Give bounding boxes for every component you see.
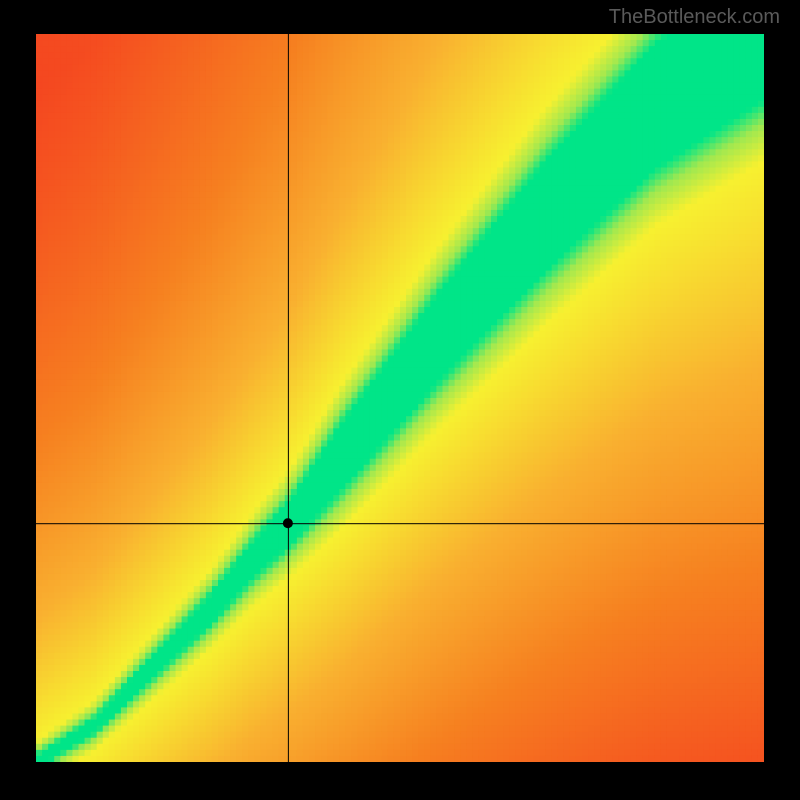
watermark-text: TheBottleneck.com bbox=[609, 6, 780, 29]
chart-container: TheBottleneck.com bbox=[0, 0, 800, 800]
plot-area bbox=[36, 34, 764, 762]
heatmap-canvas bbox=[36, 34, 764, 762]
